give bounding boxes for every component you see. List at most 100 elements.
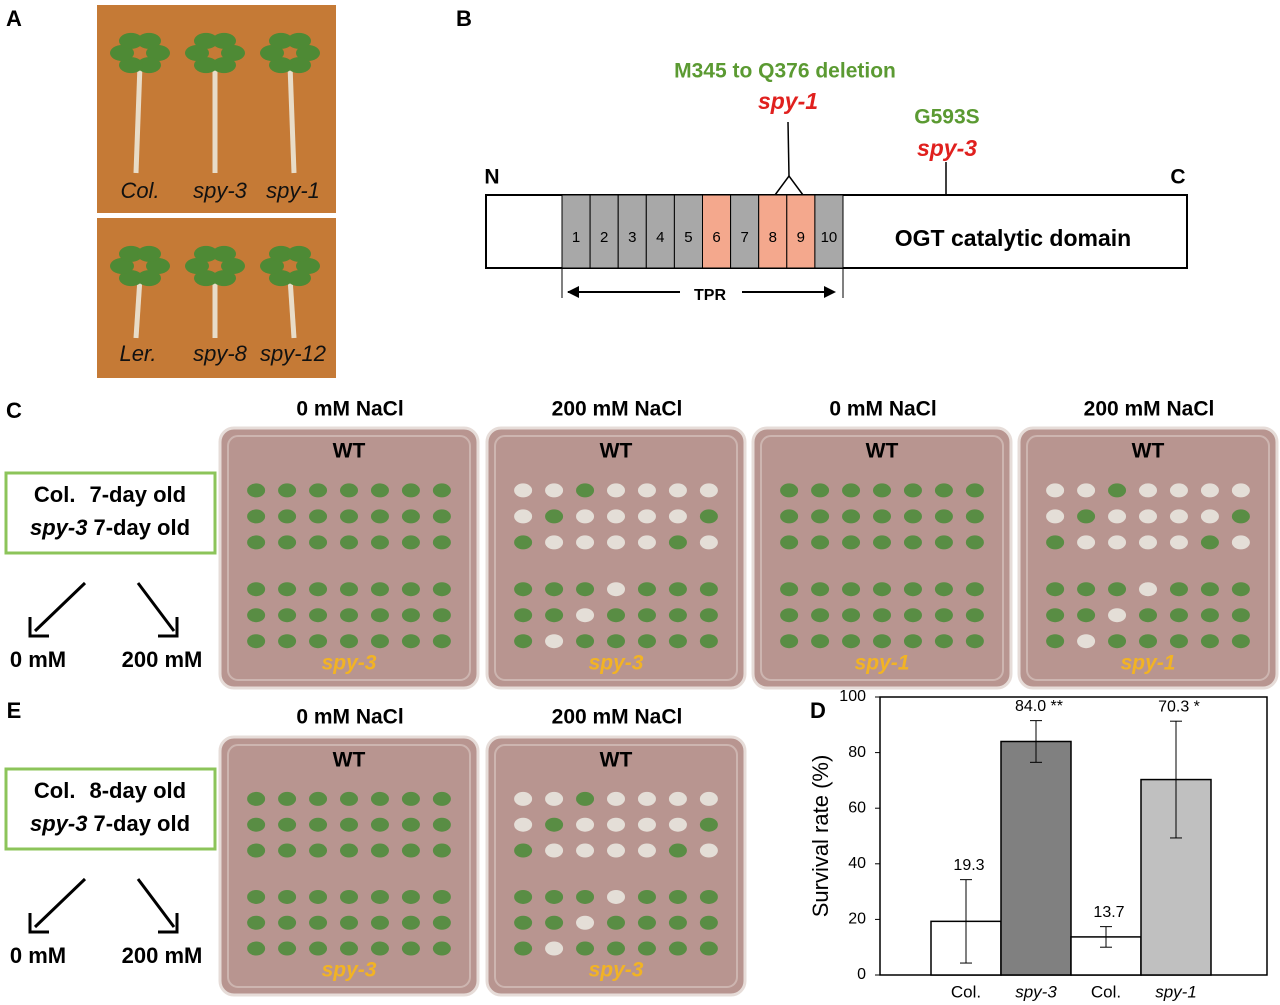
tpr-number: 9 bbox=[797, 229, 805, 246]
leaf bbox=[269, 32, 293, 49]
seedling bbox=[545, 535, 564, 550]
tpr-repeat bbox=[702, 194, 732, 269]
seedling bbox=[247, 791, 266, 806]
seedling bbox=[1108, 634, 1127, 649]
seedling bbox=[247, 843, 266, 858]
seedling bbox=[545, 608, 564, 623]
seedling bbox=[514, 843, 533, 858]
seedling bbox=[668, 582, 687, 597]
root bbox=[287, 277, 297, 339]
seedling bbox=[401, 483, 420, 498]
seedling bbox=[699, 915, 718, 930]
seedling bbox=[637, 509, 656, 524]
seedling bbox=[699, 608, 718, 623]
seedling bbox=[1046, 582, 1065, 597]
seedling bbox=[1046, 634, 1065, 649]
seedling bbox=[401, 535, 420, 550]
seedling bbox=[370, 941, 389, 956]
seedling bbox=[965, 634, 984, 649]
plate-header: 200 mM NaCl bbox=[552, 706, 683, 729]
seedling bbox=[401, 843, 420, 858]
seedling bbox=[1077, 535, 1096, 550]
error-bar bbox=[1030, 720, 1042, 763]
photo-label: spy-12 bbox=[260, 341, 326, 366]
seedling bbox=[873, 582, 891, 597]
leaf bbox=[194, 57, 218, 74]
seedling bbox=[668, 608, 687, 623]
deletion-line bbox=[787, 121, 790, 177]
seedling bbox=[637, 817, 656, 832]
seedling bbox=[811, 582, 830, 597]
seedling bbox=[432, 483, 451, 498]
seedling bbox=[309, 483, 328, 498]
seedling bbox=[514, 582, 533, 597]
seedling bbox=[903, 582, 922, 597]
plate-rim bbox=[227, 744, 471, 988]
seedling bbox=[278, 817, 297, 832]
allele-text: spy-3 bbox=[917, 135, 977, 161]
seedling bbox=[965, 483, 984, 498]
seedling bbox=[1046, 535, 1065, 550]
seedling bbox=[401, 608, 420, 623]
genotype: spy-3 bbox=[30, 811, 87, 836]
value-label: 70.3 * bbox=[1158, 698, 1200, 715]
seedling bbox=[514, 608, 533, 623]
treatment-box bbox=[4, 471, 217, 555]
treatment-label: 200 mM bbox=[122, 943, 203, 968]
plate-label: WT bbox=[333, 440, 366, 463]
seedling bbox=[1231, 582, 1250, 597]
seedling bbox=[340, 791, 358, 806]
leaf bbox=[287, 32, 311, 49]
seedling bbox=[1046, 608, 1065, 623]
leaf bbox=[110, 258, 134, 274]
seedling bbox=[1077, 634, 1096, 649]
leaf bbox=[212, 57, 236, 74]
value-label: 19.3 bbox=[953, 857, 984, 874]
seedling bbox=[699, 509, 718, 524]
seedling bbox=[668, 941, 687, 956]
seedling bbox=[934, 535, 953, 550]
seedling bbox=[934, 509, 953, 524]
genotype: spy-3 bbox=[30, 515, 87, 540]
seedling bbox=[247, 634, 266, 649]
treatment-label: 0 mM bbox=[10, 647, 66, 672]
seedling bbox=[545, 483, 564, 498]
seedling bbox=[1231, 608, 1250, 623]
seedling bbox=[278, 634, 297, 649]
seedling bbox=[1077, 509, 1096, 524]
seedling bbox=[432, 582, 451, 597]
seedling bbox=[873, 634, 891, 649]
seedling bbox=[401, 889, 420, 904]
seedling bbox=[873, 483, 891, 498]
seedling bbox=[668, 791, 687, 806]
seedling bbox=[842, 608, 861, 623]
seedling bbox=[1169, 608, 1188, 623]
genotype: Col. bbox=[34, 482, 76, 507]
seedling bbox=[370, 791, 389, 806]
seedling bbox=[309, 791, 328, 806]
seedling bbox=[545, 941, 564, 956]
seedling bbox=[576, 582, 595, 597]
seedling bbox=[873, 608, 891, 623]
plate-label: WT bbox=[600, 440, 633, 463]
x-tick-label: spy-3 bbox=[1015, 982, 1057, 1001]
seedling bbox=[340, 915, 358, 930]
seedling bbox=[370, 483, 389, 498]
leaf bbox=[212, 270, 236, 287]
error-bar bbox=[960, 879, 972, 964]
seedling bbox=[780, 535, 799, 550]
seedling bbox=[309, 889, 328, 904]
plate-label: spy-3 bbox=[589, 652, 644, 675]
seedling bbox=[401, 791, 420, 806]
leaf bbox=[221, 258, 245, 274]
seedling bbox=[309, 634, 328, 649]
seedling bbox=[340, 634, 358, 649]
leaf bbox=[119, 270, 143, 287]
seedling bbox=[934, 483, 953, 498]
seedling bbox=[965, 509, 984, 524]
seedling bbox=[576, 509, 595, 524]
leaf bbox=[146, 45, 170, 61]
seedling bbox=[247, 915, 266, 930]
